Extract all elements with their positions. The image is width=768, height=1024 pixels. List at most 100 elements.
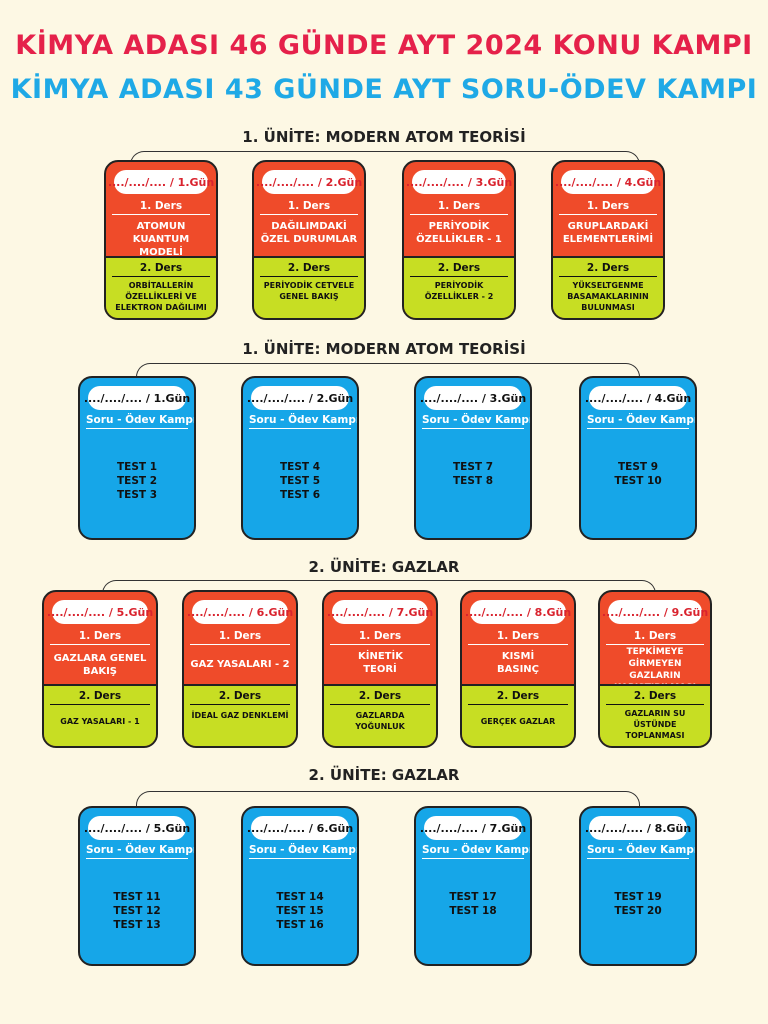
- ders-label: 2. Ders: [112, 262, 210, 277]
- soru-odev-label: Soru - Ödev Kampı: [587, 414, 695, 429]
- lesson-topic: DAĞILIMDAKİ ÖZEL DURUMLAR: [260, 221, 358, 245]
- soru-odev-label: Soru - Ödev Kampı: [249, 844, 357, 859]
- test-item: TEST 13: [113, 919, 161, 931]
- ders-label: 2. Ders: [468, 690, 568, 705]
- soru-odev-label: Soru - Ödev Kampı: [587, 844, 695, 859]
- test-item: TEST 12: [113, 905, 161, 917]
- lesson-card-day-7: ..../..../.... / 7.Gün 1. Ders KİNETİK T…: [322, 590, 438, 748]
- ders-label: 2. Ders: [410, 262, 508, 277]
- day-pill: ..../..../.... / 5.Gün: [47, 600, 153, 624]
- quiz-card-day-1: ..../..../.... / 1.Gün Soru - Ödev Kampı…: [78, 376, 196, 540]
- lesson-card-day-5: ..../..../.... / 5.Gün 1. Ders GAZLARA G…: [42, 590, 158, 748]
- lesson-topic: İDEAL GAZ DENKLEMİ: [191, 711, 289, 720]
- ders-label: 2. Ders: [559, 262, 657, 277]
- day-pill: ..../..../.... / 4.Gün: [585, 386, 691, 410]
- soru-odev-label: Soru - Ödev Kampı: [249, 414, 357, 429]
- ders-label: 1. Ders: [410, 200, 508, 215]
- day-pill: ..../..../.... / 4.Gün: [555, 170, 661, 194]
- day-pill: ..../..../.... / 6.Gün: [187, 600, 293, 624]
- test-list: TEST 11 TEST 12 TEST 13: [84, 890, 190, 932]
- lesson-card-day-9: ..../..../.... / 9.Gün 1. Ders TEPKİMEYE…: [598, 590, 712, 748]
- ders-label: 1. Ders: [190, 630, 290, 645]
- quiz-card-day-2: ..../..../.... / 2.Gün Soru - Ödev Kampı…: [241, 376, 359, 540]
- ders-label: 1. Ders: [50, 630, 150, 645]
- day-pill: ..../..../.... / 1.Gün: [108, 170, 214, 194]
- lesson-card-day-8: ..../..../.... / 8.Gün 1. Ders KISMİ BAS…: [460, 590, 576, 748]
- test-list: TEST 1 TEST 2 TEST 3: [84, 460, 190, 502]
- day-pill: ..../..../.... / 7.Gün: [420, 816, 526, 840]
- lesson-topic: GRUPLARDAKİ ELEMENTLERİMİ: [562, 221, 654, 245]
- quiz-card-day-8: ..../..../.... / 8.Gün Soru - Ödev Kampı…: [579, 806, 697, 966]
- ders-label: 1. Ders: [468, 630, 568, 645]
- day-pill: ..../..../.... / 3.Gün: [420, 386, 526, 410]
- test-item: TEST 8: [452, 475, 494, 487]
- test-list: TEST 17 TEST 18: [420, 890, 526, 918]
- day-pill: ..../..../.... / 9.Gün: [602, 600, 708, 624]
- lesson-topic: KİNETİK TEORİ: [358, 651, 403, 675]
- ders-label: 1. Ders: [606, 630, 704, 645]
- lesson-topic: GAZ YASALARI - 1: [60, 717, 140, 726]
- lesson-topic: PERİYODİK CETVELE GENEL BAKIŞ: [263, 281, 355, 301]
- day-pill: ..../..../.... / 2.Gün: [256, 170, 362, 194]
- day-pill: ..../..../.... / 7.Gün: [327, 600, 433, 624]
- test-list: TEST 14 TEST 15 TEST 16: [247, 890, 353, 932]
- test-item: TEST 14: [276, 891, 324, 903]
- lesson-topic: YÜKSELTGENME BASAMAKLARININ BULUNMASI: [567, 281, 649, 312]
- lesson-topic: PERİYODİK ÖZELLİKLER - 2: [424, 281, 494, 301]
- test-list: TEST 4 TEST 5 TEST 6: [247, 460, 353, 502]
- lesson-topic: GAZLARA GENEL BAKIŞ: [53, 653, 147, 677]
- day-pill: ..../..../.... / 6.Gün: [247, 816, 353, 840]
- soru-odev-label: Soru - Ödev Kampı: [86, 414, 194, 429]
- test-item: TEST 6: [279, 489, 321, 501]
- konu-kampi-title: KİMYA ADASI 46 GÜNDE AYT 2024 KONU KAMPI: [15, 30, 753, 61]
- lesson-card-day-2: ..../..../.... / 2.Gün 1. Ders DAĞILIMDA…: [252, 160, 366, 320]
- section-heading: 2. ÜNİTE: GAZLAR: [308, 766, 460, 784]
- soru-odev-label: Soru - Ödev Kampı: [422, 844, 530, 859]
- quiz-card-day-7: ..../..../.... / 7.Gün Soru - Ödev Kampı…: [414, 806, 532, 966]
- lesson-card-day-3: ..../..../.... / 3.Gün 1. Ders PERİYODİK…: [402, 160, 516, 320]
- lesson-topic: GAZ YASALARI - 2: [190, 659, 290, 670]
- quiz-card-day-4: ..../..../.... / 4.Gün Soru - Ödev Kampı…: [579, 376, 697, 540]
- ders-label: 2. Ders: [260, 262, 358, 277]
- test-item: TEST 2: [116, 475, 158, 487]
- lesson-card-day-1: ..../..../.... / 1.Gün 1. Ders ATOMUN KU…: [104, 160, 218, 320]
- test-item: TEST 18: [449, 905, 497, 917]
- ders-label: 2. Ders: [190, 690, 290, 705]
- lesson-card-day-6: ..../..../.... / 6.Gün 1. Ders GAZ YASAL…: [182, 590, 298, 748]
- day-pill: ..../..../.... / 5.Gün: [84, 816, 190, 840]
- lesson-topic: GAZLARDA YOĞUNLUK: [355, 711, 405, 731]
- ders-label: 1. Ders: [260, 200, 358, 215]
- ders-label: 2. Ders: [50, 690, 150, 705]
- test-list: TEST 9 TEST 10: [585, 460, 691, 488]
- day-pill: ..../..../.... / 2.Gün: [247, 386, 353, 410]
- test-item: TEST 9: [617, 461, 659, 473]
- day-pill: ..../..../.... / 3.Gün: [406, 170, 512, 194]
- section-connector: [136, 791, 640, 807]
- test-item: TEST 17: [449, 891, 497, 903]
- day-pill: ..../..../.... / 8.Gün: [585, 816, 691, 840]
- test-item: TEST 7: [452, 461, 494, 473]
- test-list: TEST 19 TEST 20: [585, 890, 691, 918]
- ders-label: 1. Ders: [112, 200, 210, 215]
- test-item: TEST 19: [614, 891, 662, 903]
- test-item: TEST 10: [614, 475, 662, 487]
- section-heading: 1. ÜNİTE: MODERN ATOM TEORİSİ: [242, 340, 526, 358]
- test-item: TEST 20: [614, 905, 662, 917]
- quiz-card-day-3: ..../..../.... / 3.Gün Soru - Ödev Kampı…: [414, 376, 532, 540]
- ders-label: 2. Ders: [606, 690, 704, 705]
- test-item: TEST 3: [116, 489, 158, 501]
- test-list: TEST 7 TEST 8: [420, 460, 526, 488]
- day-pill: ..../..../.... / 8.Gün: [465, 600, 571, 624]
- quiz-card-day-6: ..../..../.... / 6.Gün Soru - Ödev Kampı…: [241, 806, 359, 966]
- ders-label: 1. Ders: [330, 630, 430, 645]
- section-heading: 1. ÜNİTE: MODERN ATOM TEORİSİ: [242, 128, 526, 146]
- lesson-topic: GERÇEK GAZLAR: [480, 717, 556, 726]
- test-item: TEST 4: [279, 461, 321, 473]
- section-connector: [136, 363, 640, 379]
- test-item: TEST 16: [276, 919, 324, 931]
- soru-odev-label: Soru - Ödev Kampı: [422, 414, 530, 429]
- quiz-card-day-5: ..../..../.... / 5.Gün Soru - Ödev Kampı…: [78, 806, 196, 966]
- test-item: TEST 1: [116, 461, 158, 473]
- lesson-topic: KISMİ BASINÇ: [497, 651, 539, 675]
- lesson-card-day-4: ..../..../.... / 4.Gün 1. Ders GRUPLARDA…: [551, 160, 665, 320]
